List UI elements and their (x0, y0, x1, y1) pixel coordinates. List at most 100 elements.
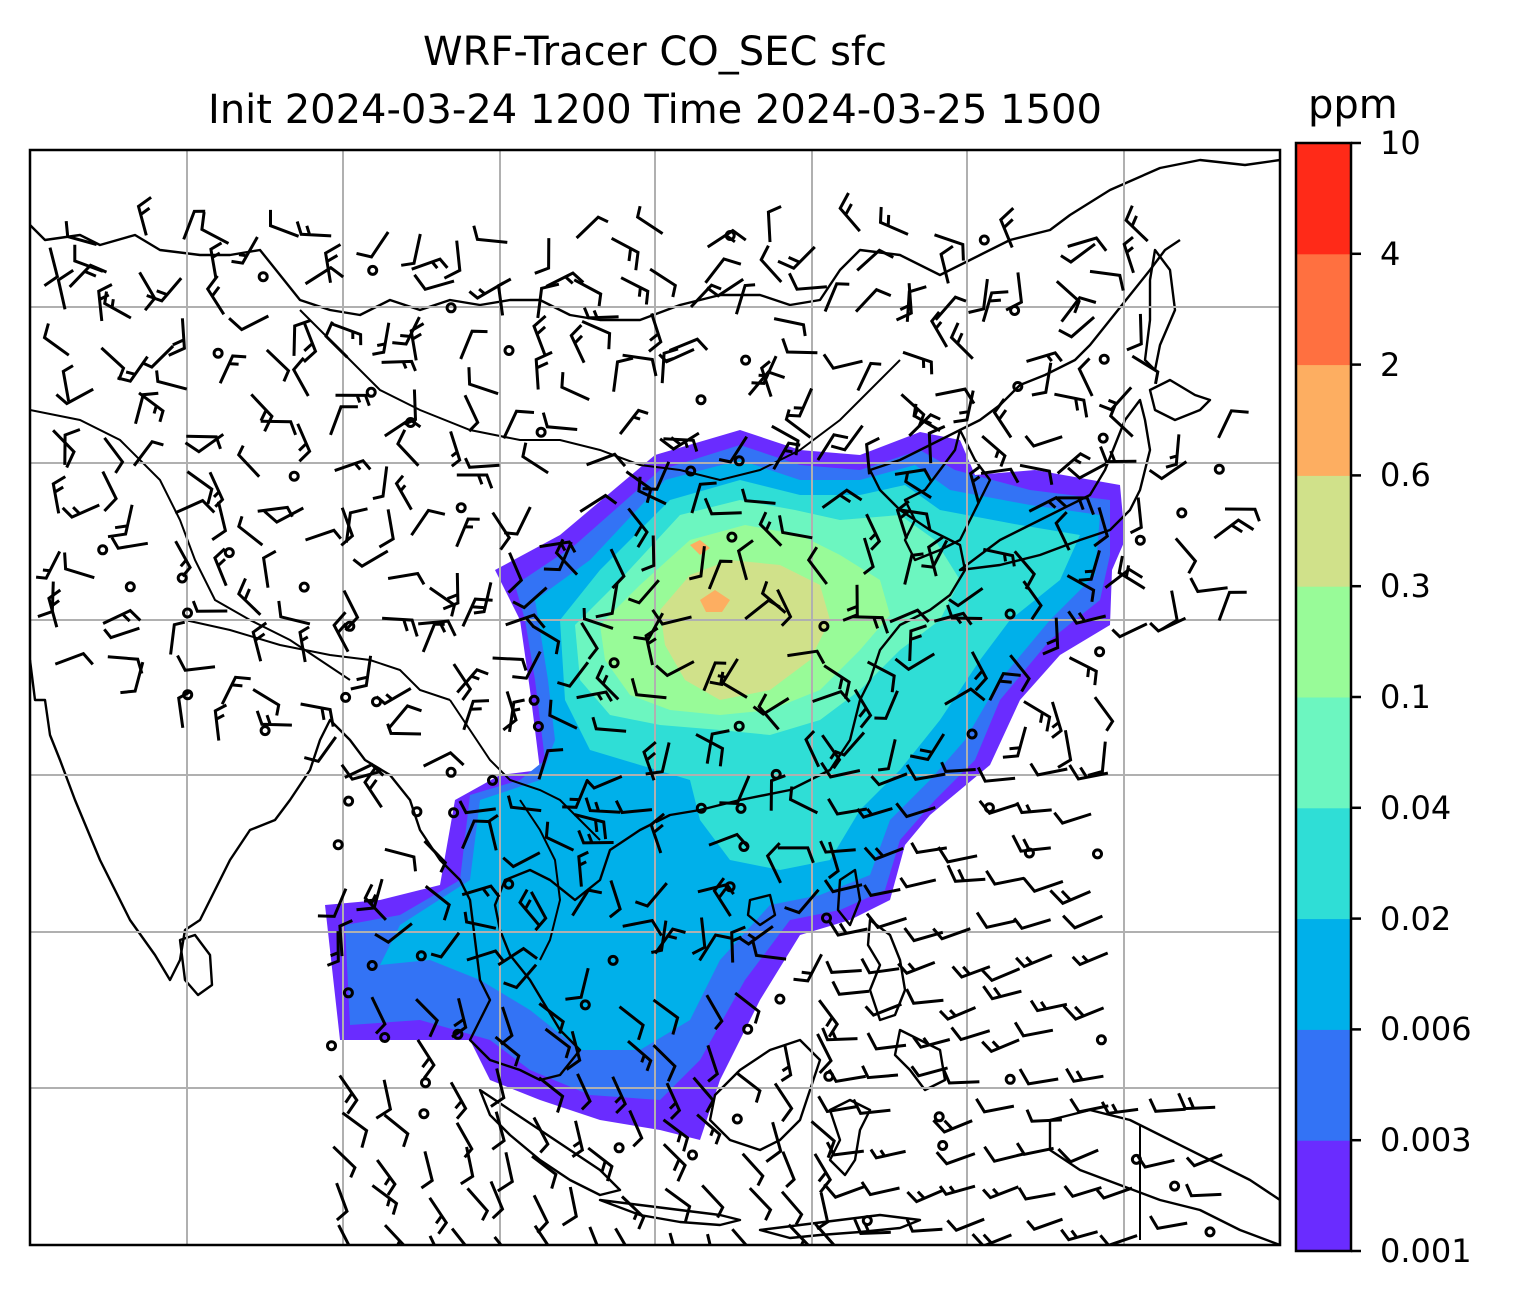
calm-wind-marker (124, 581, 136, 593)
wind-barb (627, 507, 649, 548)
wind-barb (63, 552, 95, 580)
wind-barb (703, 497, 742, 516)
wind-barb (576, 690, 613, 702)
wind-barb (375, 687, 412, 706)
wind-barb (988, 672, 1021, 701)
wind-barb (292, 319, 311, 356)
wind-barb (1087, 741, 1107, 777)
calm-wind-marker (326, 1040, 337, 1052)
wind-barb (132, 439, 164, 467)
wind-barb (946, 1217, 985, 1232)
calm-wind-marker (733, 455, 745, 467)
colorbar-band (1296, 475, 1351, 587)
wind-barb (1055, 280, 1081, 314)
wind-barb (644, 626, 659, 666)
wind-barb (668, 1232, 675, 1245)
wind-barb (618, 1005, 645, 1041)
wind-barb (42, 323, 70, 357)
wind-barb (1224, 507, 1261, 522)
wind-barb (912, 403, 941, 432)
wind-barb (804, 730, 821, 768)
wind-barb (1066, 574, 1096, 603)
wind-barb (628, 1109, 644, 1148)
wind-barb (464, 457, 500, 469)
wind-barb (1029, 999, 1068, 1013)
wind-barb (392, 316, 421, 346)
wind-barb (1068, 656, 1098, 686)
calm-wind-marker (1004, 608, 1016, 620)
wind-barb (929, 310, 949, 348)
wind-barb (688, 546, 706, 581)
wind-barb (54, 651, 94, 666)
wind-barb (821, 734, 842, 770)
wind-barb (169, 620, 186, 655)
coast-eurasia-north (30, 158, 1280, 322)
wind-barb (591, 716, 627, 733)
wind-barb (1011, 834, 1051, 853)
wind-barb (538, 1002, 565, 1034)
wind-barb (1149, 1215, 1188, 1231)
calm-wind-marker (1094, 646, 1106, 658)
wind-barb (571, 1120, 585, 1158)
wind-barb (1017, 1187, 1056, 1201)
wind-barb (771, 424, 800, 456)
wind-barb (828, 1068, 866, 1084)
wind-barb (975, 1098, 1015, 1114)
wind-barb (777, 245, 816, 270)
wind-barb (652, 998, 680, 1035)
wind-barb (177, 689, 192, 729)
colorbar-tick-label: 0.003 (1380, 1121, 1472, 1160)
wind-barb (1165, 434, 1181, 469)
wind-barb (518, 888, 541, 927)
wind-barb (580, 622, 599, 660)
colorbar-tick-label: 0.04 (1380, 788, 1452, 827)
wind-barb (788, 786, 819, 815)
wind-barb (466, 949, 505, 963)
coast-borneo (708, 1038, 822, 1152)
calm-wind-marker (418, 1108, 430, 1120)
wind-barb (926, 535, 944, 577)
wind-barb (856, 248, 894, 272)
wind-barb (655, 660, 695, 678)
wind-barb (73, 244, 104, 273)
wind-barb (451, 997, 468, 1039)
wind-barb (772, 441, 801, 470)
wind-barb (823, 282, 850, 313)
wind-barb (200, 212, 230, 245)
calm-wind-marker (344, 620, 356, 632)
wind-barb (110, 536, 149, 550)
wind-barb (117, 355, 149, 383)
coast-asia-south (30, 239, 1181, 1082)
wind-barb (821, 488, 863, 509)
wind-barb (536, 282, 560, 319)
wind-barb (260, 419, 298, 436)
wind-barb (371, 1184, 399, 1216)
wind-barb (698, 933, 732, 962)
wind-barb (1026, 1217, 1064, 1231)
wind-barb (975, 911, 1017, 929)
wind-barb (176, 654, 216, 672)
wind-barb (302, 322, 318, 364)
wind-barb (662, 1143, 687, 1182)
wind-barb (1149, 616, 1187, 633)
wind-barb (793, 953, 823, 983)
calm-wind-marker (223, 547, 235, 559)
calm-wind-marker (288, 470, 300, 482)
wind-barb (213, 703, 228, 741)
wind-barb (819, 840, 856, 854)
wind-barb (903, 552, 924, 585)
wind-barb (612, 356, 634, 392)
calm-wind-marker (212, 347, 224, 359)
wind-barb (652, 1044, 677, 1082)
wind-barb (1050, 701, 1063, 739)
wind-barb (937, 846, 978, 864)
wind-barb (948, 587, 984, 608)
wind-barb (338, 919, 353, 957)
wind-barb (608, 880, 622, 919)
wind-barb (614, 1227, 627, 1245)
wind-barb (55, 387, 94, 406)
wind-barb (595, 664, 620, 701)
wind-barb (781, 1151, 796, 1188)
wind-barb (897, 961, 936, 975)
wind-barb (415, 998, 439, 1038)
